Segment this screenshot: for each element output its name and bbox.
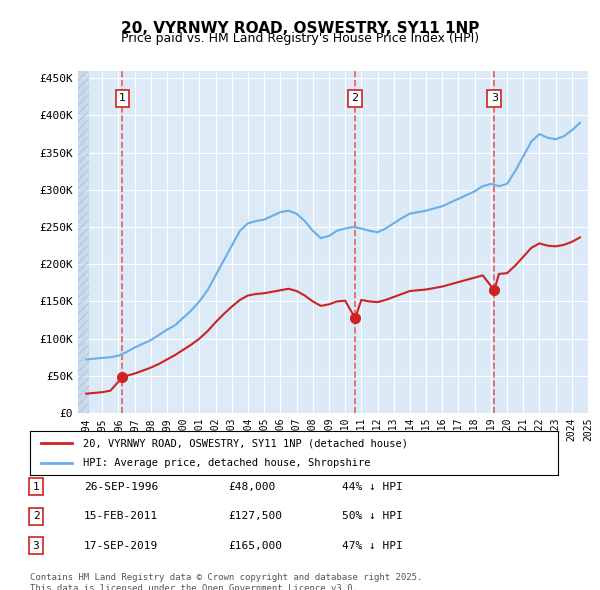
Text: 1: 1 xyxy=(32,482,40,491)
Text: 47% ↓ HPI: 47% ↓ HPI xyxy=(342,541,403,550)
Text: 15-FEB-2011: 15-FEB-2011 xyxy=(84,512,158,521)
Text: 44% ↓ HPI: 44% ↓ HPI xyxy=(342,482,403,491)
Text: 20, VYRNWY ROAD, OSWESTRY, SY11 1NP: 20, VYRNWY ROAD, OSWESTRY, SY11 1NP xyxy=(121,21,479,35)
Text: Price paid vs. HM Land Registry's House Price Index (HPI): Price paid vs. HM Land Registry's House … xyxy=(121,32,479,45)
Text: 3: 3 xyxy=(491,93,498,103)
Text: 26-SEP-1996: 26-SEP-1996 xyxy=(84,482,158,491)
Text: 1: 1 xyxy=(119,93,126,103)
Text: 17-SEP-2019: 17-SEP-2019 xyxy=(84,541,158,550)
Text: Contains HM Land Registry data © Crown copyright and database right 2025.
This d: Contains HM Land Registry data © Crown c… xyxy=(30,573,422,590)
Text: 20, VYRNWY ROAD, OSWESTRY, SY11 1NP (detached house): 20, VYRNWY ROAD, OSWESTRY, SY11 1NP (det… xyxy=(83,438,408,448)
Text: HPI: Average price, detached house, Shropshire: HPI: Average price, detached house, Shro… xyxy=(83,458,370,467)
Bar xyxy=(78,71,89,413)
Text: 2: 2 xyxy=(352,93,359,103)
Text: 2: 2 xyxy=(32,512,40,521)
Text: £127,500: £127,500 xyxy=(228,512,282,521)
Text: £48,000: £48,000 xyxy=(228,482,275,491)
Text: 3: 3 xyxy=(32,541,40,550)
Text: £165,000: £165,000 xyxy=(228,541,282,550)
Text: 50% ↓ HPI: 50% ↓ HPI xyxy=(342,512,403,521)
